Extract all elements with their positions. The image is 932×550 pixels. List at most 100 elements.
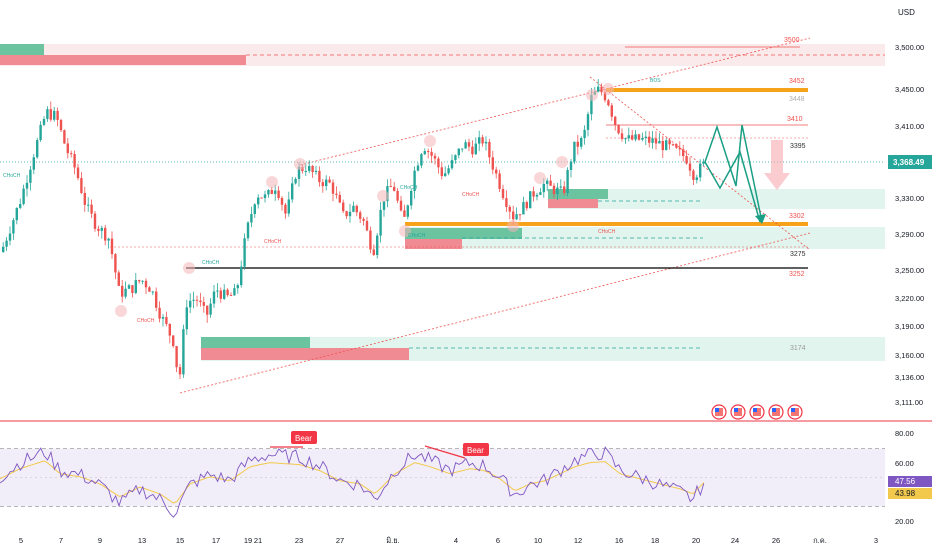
candle-body — [93, 213, 97, 229]
candle-body — [406, 205, 409, 217]
candle-body — [668, 140, 671, 145]
candle-body — [454, 155, 457, 161]
candle-body — [542, 183, 545, 193]
candle-body — [590, 94, 593, 115]
candle-body — [56, 110, 59, 120]
candle-body — [685, 156, 688, 164]
candle-body — [161, 317, 165, 319]
economic-event-flags — [711, 404, 803, 420]
candle-body — [226, 289, 229, 296]
time-tick: 5 — [19, 536, 23, 545]
candle-body — [46, 109, 49, 119]
price-pane[interactable]: 3500 3452 3448 3410 3395 3302 3275 3252 3174 CHoC… — [0, 37, 885, 420]
candle-body — [49, 109, 52, 120]
candle-body — [304, 170, 307, 172]
structure-label-bos: BOS — [650, 78, 661, 84]
candle-body — [70, 153, 73, 155]
candle-body — [212, 291, 216, 304]
projection-path — [704, 150, 761, 223]
candle-body — [253, 204, 256, 214]
candle-body — [573, 141, 576, 162]
candle-body — [430, 151, 433, 156]
candle-body — [318, 170, 321, 183]
flag-canton — [734, 408, 738, 412]
candle-body — [199, 300, 202, 303]
candle-body — [420, 154, 423, 166]
candle-body — [644, 136, 647, 138]
candle-body — [699, 163, 702, 178]
structure-label-choch: CHoCH — [137, 318, 155, 324]
swing-marker — [399, 225, 411, 237]
candle-body — [2, 246, 5, 252]
rsi-tick: 20.00 — [895, 517, 914, 526]
projection-arrowhead — [755, 214, 766, 224]
candle-body — [175, 346, 178, 368]
candle-body — [80, 178, 83, 194]
candle-body — [471, 146, 474, 155]
candle-body — [144, 280, 148, 288]
candle-body — [539, 192, 542, 195]
candle-body — [393, 186, 396, 191]
rsi-value-label: 47.56 — [895, 477, 916, 486]
supply-zone-red-block-3 — [201, 348, 409, 360]
bear-label: Bear — [295, 434, 312, 443]
candle-body — [83, 193, 86, 205]
price-tick: 3,500.00 — [895, 43, 924, 52]
candle-body — [274, 190, 277, 194]
candle-body — [127, 285, 131, 289]
price-tick: 3,330.00 — [895, 194, 924, 203]
candle-body — [474, 143, 477, 155]
candle-body — [658, 140, 661, 144]
time-axis[interactable]: 5 7 9 13 15 17 19 21 23 27 มิ.ย. 4 6 10 12 16 18 20 24 26 ก.… — [19, 536, 878, 545]
rsi-ma-value-label: 43.98 — [895, 489, 916, 498]
candle-body — [355, 205, 358, 213]
candle-body — [563, 186, 566, 194]
candle-body — [134, 280, 137, 294]
candle-body — [97, 228, 100, 231]
candles — [2, 79, 705, 379]
rsi-pane[interactable]: Bear Bear — [0, 431, 885, 518]
candle-body — [641, 137, 644, 140]
candle-body — [311, 165, 314, 173]
supply-zone-red-left — [0, 55, 246, 65]
candle-body — [651, 138, 654, 143]
candle-body — [637, 134, 641, 140]
currency-label: USD — [898, 8, 915, 17]
candle-body — [195, 299, 199, 301]
candle-body — [665, 140, 668, 151]
candle-body — [461, 148, 464, 150]
candle-body — [444, 173, 447, 177]
candle-body — [335, 193, 338, 195]
candle-body — [32, 157, 35, 170]
candle-body — [372, 249, 375, 256]
candle-body — [216, 290, 219, 292]
supply-zone-red-block-2 — [405, 239, 462, 249]
time-tick: 15 — [176, 536, 184, 545]
candle-body — [682, 149, 685, 157]
candle-body — [600, 86, 603, 93]
swing-marker — [586, 89, 598, 101]
candle-body — [552, 185, 556, 195]
candle-body — [620, 133, 624, 139]
candle-body — [172, 335, 175, 347]
candle-body — [566, 169, 569, 194]
candle-body — [352, 205, 355, 212]
candle-body — [165, 317, 168, 324]
bear-label-box — [463, 443, 489, 456]
time-tick: 3 — [874, 536, 878, 545]
price-tick: 3,450.00 — [895, 85, 924, 94]
price-axis[interactable]: USD3,500.003,450.003,410.003,370.003,330… — [888, 8, 932, 526]
candle-body — [19, 204, 22, 208]
supply-zone-green-left — [0, 44, 44, 55]
candle-body — [702, 161, 705, 164]
candle-body — [695, 177, 698, 180]
candle-body — [12, 220, 15, 234]
candle-body — [495, 169, 498, 174]
candle-body — [168, 323, 171, 336]
candle-body — [627, 135, 630, 139]
flag-canton — [715, 408, 719, 412]
time-tick: 20 — [692, 536, 700, 545]
candle-body — [481, 137, 484, 144]
candle-body — [63, 130, 66, 144]
